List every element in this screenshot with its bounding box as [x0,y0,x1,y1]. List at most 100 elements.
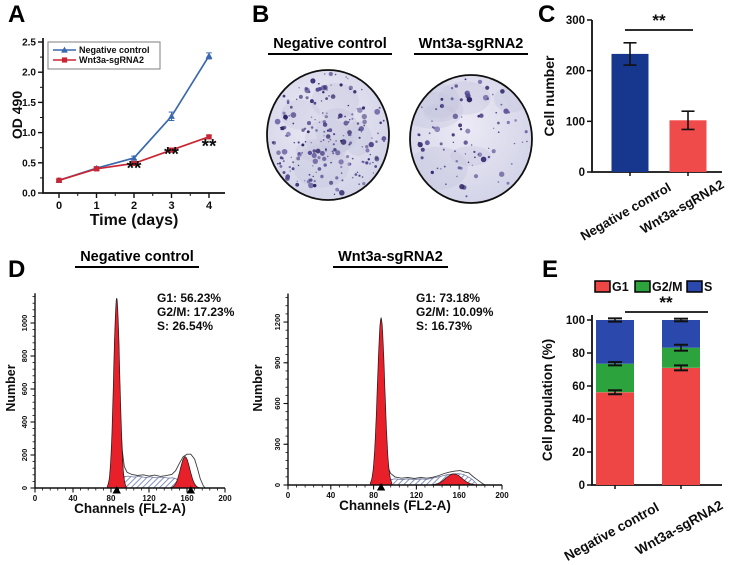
svg-text:G1: 73.18%: G1: 73.18% [416,291,480,305]
svg-text:G1: G1 [612,280,629,294]
svg-text:160: 160 [180,494,194,503]
svg-text:G2/M: 17.23%: G2/M: 17.23% [157,305,235,319]
svg-text:S: S [704,280,712,294]
svg-text:0: 0 [56,200,62,212]
dish-wnt3a-sgrna2 [409,74,533,204]
significance-annotations: ** ** ** [127,137,217,180]
panel-c-label: C [538,1,556,28]
panel-b-label: B [252,1,270,28]
stacked-bar-wnt3a-sgrna2 [662,317,700,489]
svg-text:300: 300 [566,15,585,27]
svg-text:1000: 1000 [20,315,29,332]
svg-text:1: 1 [93,200,99,212]
distribution-curves [370,316,486,486]
svg-text:600: 600 [273,397,282,410]
svg-text:G2/M: 10.09%: G2/M: 10.09% [416,305,494,319]
cell-number-bar-chart: 0 100 200 300 Cell number ** Negative controlW… [541,11,727,244]
bar-wnt3a-sgrna2 [669,110,707,176]
svg-text:0: 0 [579,167,585,179]
svg-text:S: 26.54%: S: 26.54% [157,319,213,333]
svg-text:4: 4 [206,200,213,212]
svg-text:80: 80 [107,494,116,503]
flow-title-text: Negative control [75,249,199,268]
svg-text:OD 490: OD 490 [10,91,25,139]
cell-cycle-stats: G1: 56.23%G2/M: 17.23%S: 26.54% [157,291,235,333]
svg-text:0: 0 [273,483,282,487]
svg-text:G2/M: G2/M [652,280,683,294]
svg-text:200: 200 [566,66,585,78]
svg-text:200: 200 [218,494,232,503]
svg-text:Wnt3a-sgRNA2: Wnt3a-sgRNA2 [638,177,727,237]
svg-text:Cell number: Cell number [541,55,557,136]
svg-text:40: 40 [326,491,335,500]
svg-text:2.5: 2.5 [22,38,36,49]
svg-text:120: 120 [410,491,424,500]
series-wnt3a-sgrna2 [56,134,212,183]
svg-text:Time (days): Time (days) [90,212,179,229]
flow-histogram-negative-control: 0 40 80 120 160 200 0 200 400 600 800 1000 Channels … [5,291,235,516]
svg-text:100: 100 [566,315,585,327]
svg-text:300: 300 [273,438,282,451]
svg-text:**: ** [652,11,666,30]
dish-negative-control [266,69,390,201]
panel-e-label: E [542,256,559,283]
bar-negative-control [611,41,649,176]
svg-text:200: 200 [495,491,509,500]
colony-title-wnt3a-sgrna2: Wnt3a-sgRNA2 [396,36,546,55]
svg-text:Channels (FL2-A): Channels (FL2-A) [74,501,186,516]
svg-text:120: 120 [142,494,156,503]
svg-text:Wnt3a-sgRNA2: Wnt3a-sgRNA2 [79,55,144,65]
cell-cycle-stats: G1: 73.18%G2/M: 10.09%S: 16.73% [416,291,494,333]
axes: 0.0 0.5 1.0 1.5 2.0 2.5 0 1 2 3 4 Time (days) OD 490 [10,38,225,229]
colony-title-text: Negative control [268,36,392,55]
stacked-bar-negative-control [596,317,634,489]
svg-text:**: ** [164,144,179,165]
svg-text:80: 80 [369,491,378,500]
proliferation-line-chart: 0.0 0.5 1.0 1.5 2.0 2.5 0 1 2 3 4 Time (days) OD 490… [10,38,225,229]
svg-text:40: 40 [572,414,585,426]
flow-title-negative-control: Negative control [62,249,212,268]
peak-markers [112,486,195,494]
svg-text:Channels (FL2-A): Channels (FL2-A) [339,498,451,513]
svg-text:Negative control: Negative control [79,45,150,55]
svg-text:800: 800 [20,350,29,363]
svg-text:Number: Number [252,364,265,411]
svg-text:80: 80 [572,348,585,360]
svg-text:S: 16.73%: S: 16.73% [416,319,472,333]
svg-text:G1: 56.23%: G1: 56.23% [157,291,221,305]
svg-text:**: ** [202,137,217,158]
svg-text:0: 0 [33,494,38,503]
peak-markers [376,483,386,491]
svg-text:40: 40 [69,494,78,503]
flow-title-wnt3a-sgrna2: Wnt3a-sgRNA2 [318,249,463,268]
svg-text:900: 900 [273,357,282,370]
colony-title-negative-control: Negative control [250,36,410,55]
svg-text:0.0: 0.0 [22,189,36,200]
significance-bracket: ** [625,293,708,313]
legend: G1 G2/M S [594,280,712,294]
axes: 0 40 80 120 160 200 0 200 400 600 800 1000 Channels … [5,293,232,516]
svg-text:1.0: 1.0 [22,128,36,139]
colony-dishes-image [266,69,533,204]
svg-text:0: 0 [579,480,585,492]
flow-histogram-wnt3a-sgrna2: 0 40 80 120 160 200 0 300 600 900 1200 Channels (FL… [252,291,509,513]
svg-text:60: 60 [572,381,585,393]
svg-text:20: 20 [572,447,585,459]
svg-text:3: 3 [168,200,174,212]
panel-d-label: D [8,256,26,283]
panel-a-label: A [8,1,26,28]
svg-text:1200: 1200 [273,314,282,331]
svg-text:160: 160 [453,491,467,500]
svg-text:600: 600 [20,383,29,396]
svg-text:100: 100 [566,116,585,128]
svg-text:0: 0 [20,486,29,490]
svg-text:0.5: 0.5 [22,158,36,169]
svg-text:**: ** [127,158,142,179]
svg-text:Number: Number [5,364,18,411]
distribution-curves [106,298,206,489]
svg-text:1.5: 1.5 [22,98,36,109]
svg-text:2.0: 2.0 [22,68,36,79]
